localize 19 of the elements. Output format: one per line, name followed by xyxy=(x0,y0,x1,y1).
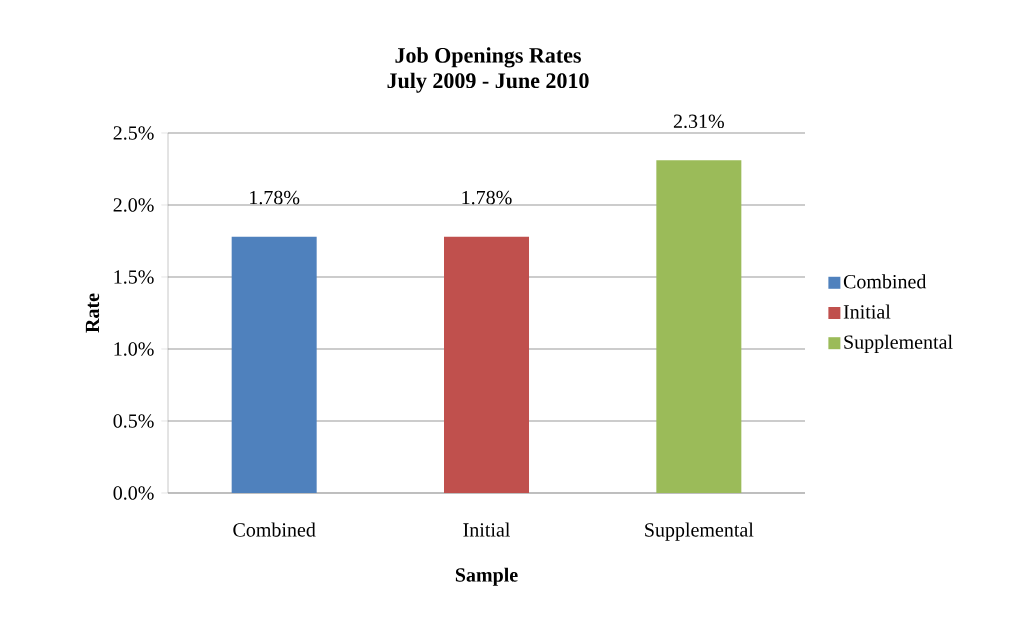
data-label: 2.31% xyxy=(673,114,724,129)
y-tick-label: 2.0% xyxy=(113,198,154,212)
y-axis-title: Rate xyxy=(85,293,100,333)
y-tick-label: 2.5% xyxy=(113,126,154,140)
x-tick-label: Supplemental xyxy=(645,522,754,541)
chart-title: Job Openings Rates xyxy=(395,47,581,68)
legend-label: Supplemental xyxy=(844,334,953,353)
y-tick-label: 1.5% xyxy=(114,270,154,284)
data-label: 1.78% xyxy=(250,190,300,205)
y-tick-label: 1.0% xyxy=(114,342,154,356)
x-tick-label: Combined xyxy=(233,522,316,537)
data-label: 1.78% xyxy=(462,190,512,205)
legend-label: Initial xyxy=(843,304,891,319)
y-tick-label: 0.5% xyxy=(113,414,154,428)
chart-subtitle: July 2009 - June 2010 xyxy=(387,72,589,93)
y-tick-label: 0.0% xyxy=(113,486,154,500)
x-tick-label: Initial xyxy=(463,522,510,537)
legend-label: Combined xyxy=(843,274,927,289)
x-axis-title: Sample xyxy=(455,567,518,586)
